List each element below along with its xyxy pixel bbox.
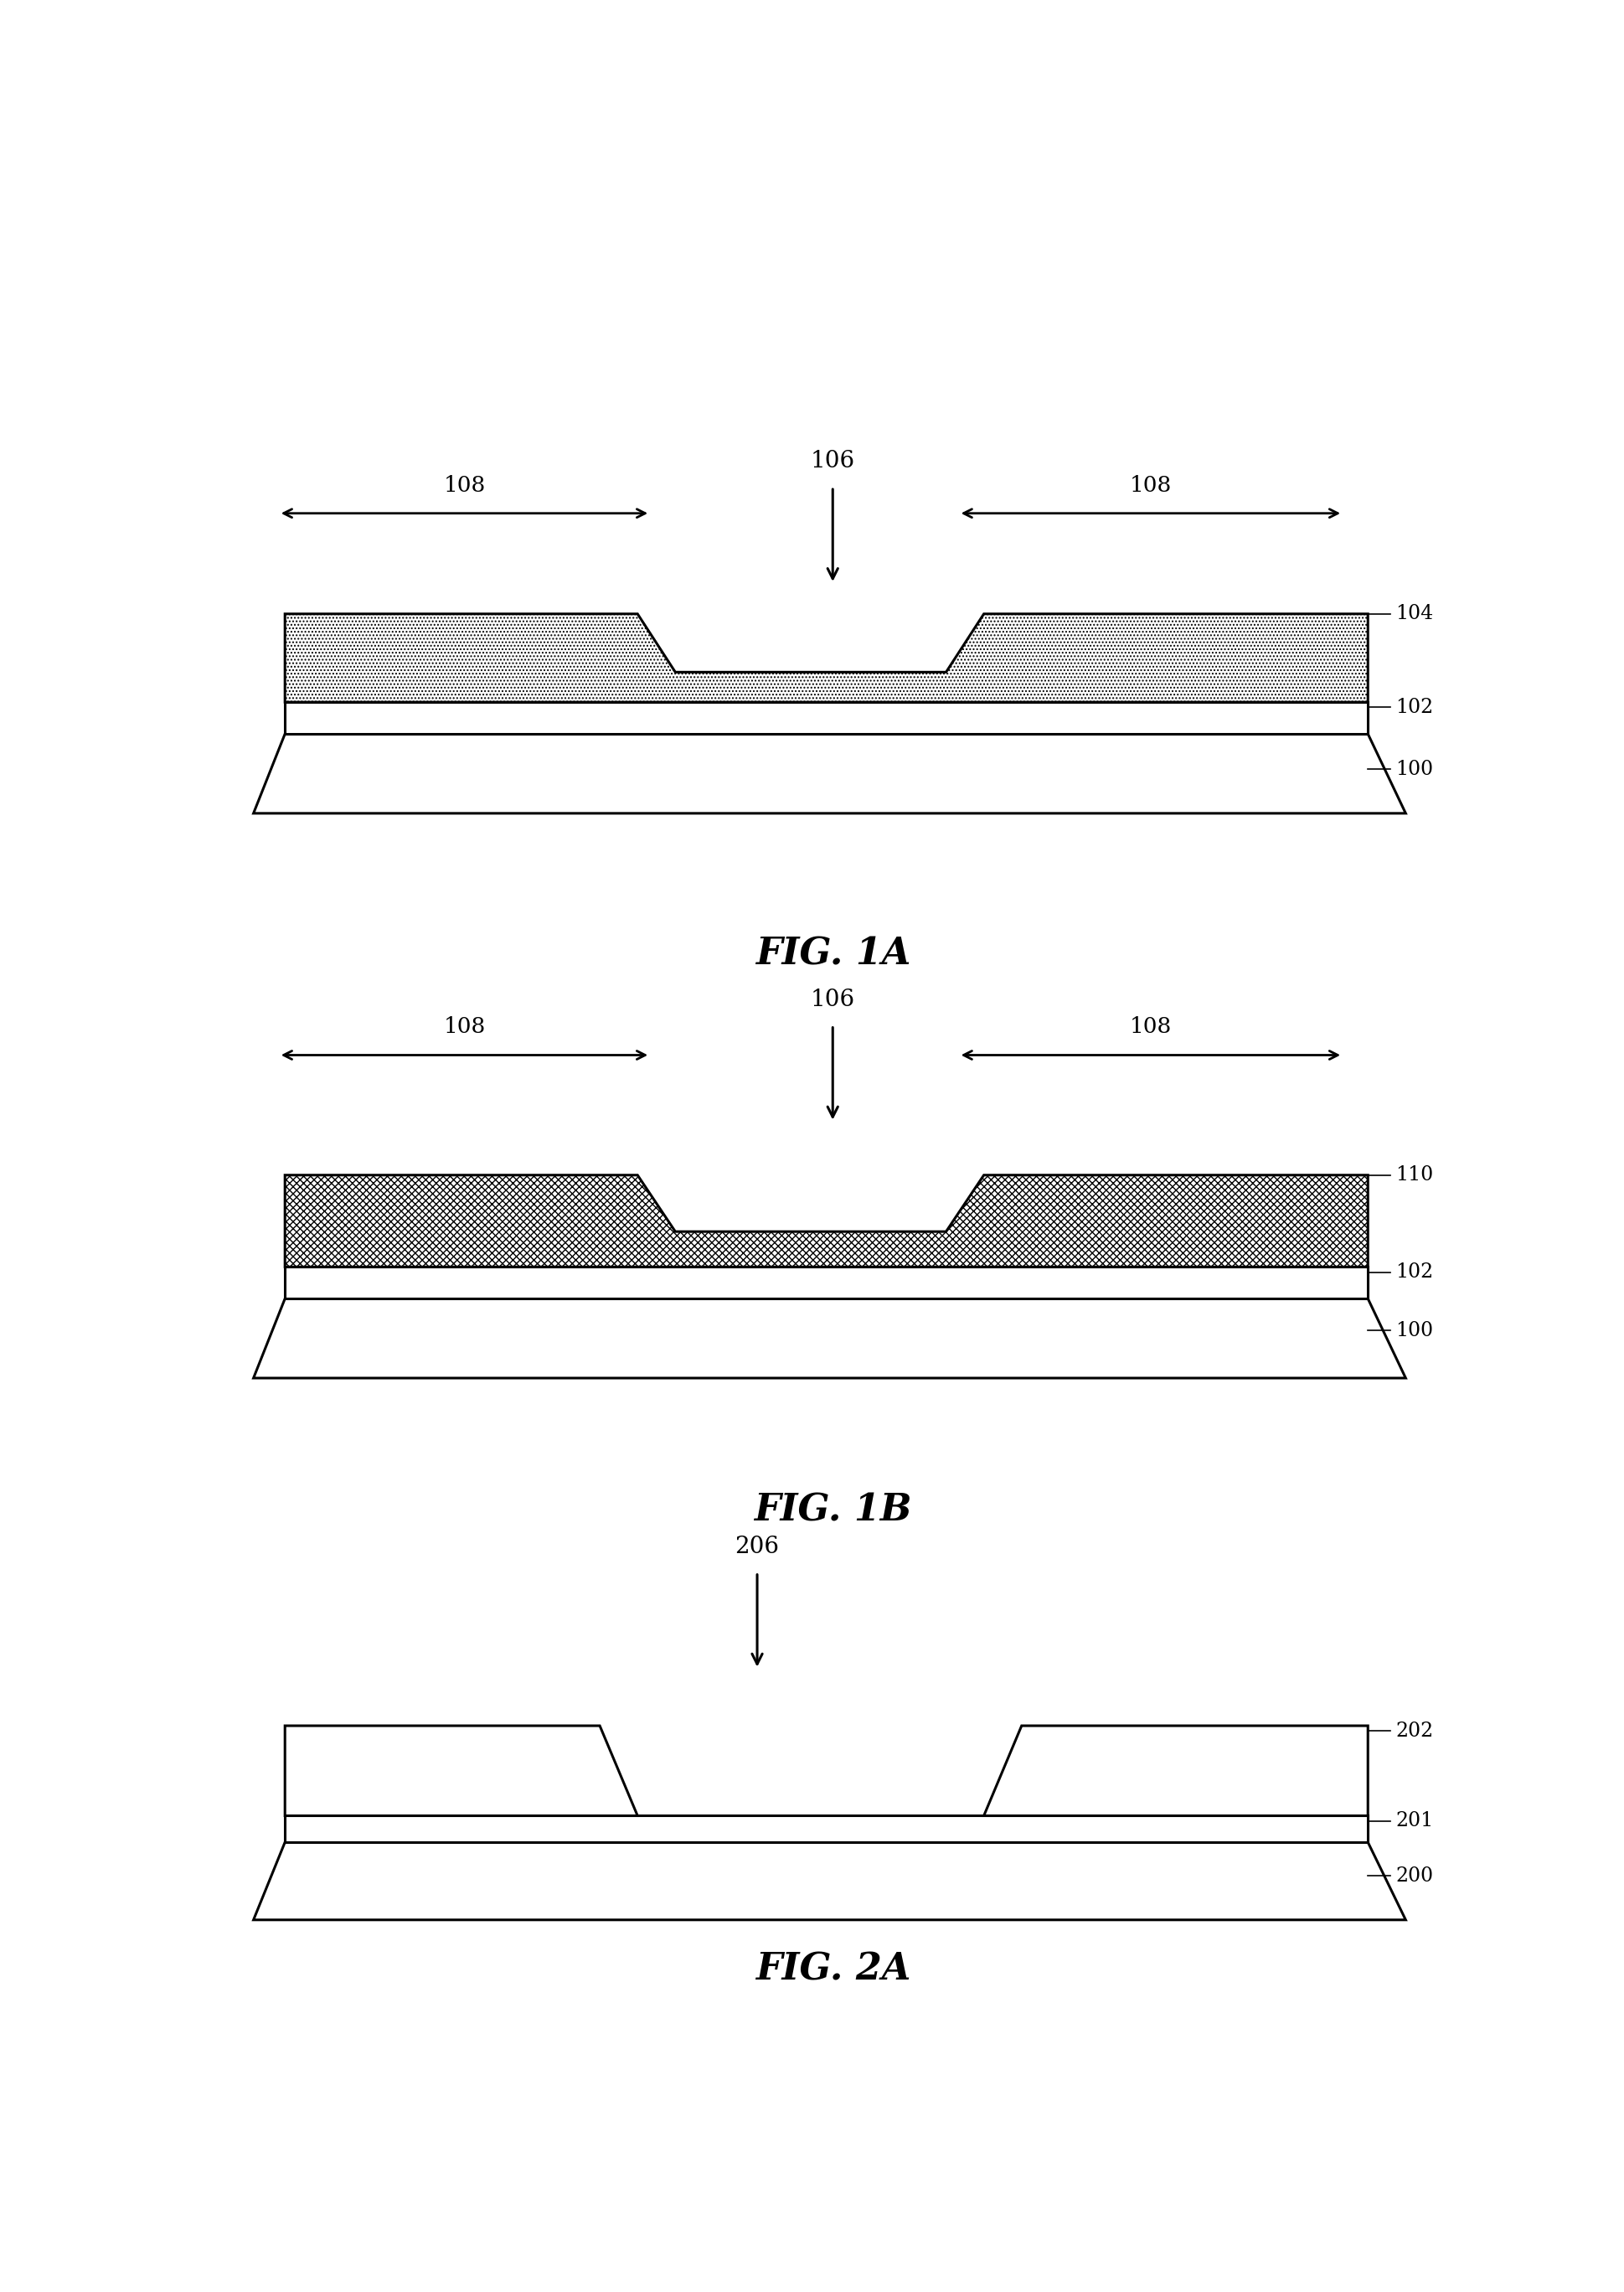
Polygon shape <box>284 1176 1367 1267</box>
Text: 106: 106 <box>810 988 854 1011</box>
Text: 108: 108 <box>443 474 486 495</box>
Text: 202: 202 <box>1395 1721 1432 1740</box>
Polygon shape <box>284 614 1367 701</box>
Text: 100: 100 <box>1395 759 1432 779</box>
Text: 108: 108 <box>1129 474 1171 495</box>
Polygon shape <box>284 1815 1367 1843</box>
Text: FIG. 2A: FIG. 2A <box>755 1950 909 1987</box>
Text: 200: 200 <box>1395 1866 1432 1886</box>
Text: 104: 104 <box>1395 605 1432 623</box>
Polygon shape <box>253 1300 1405 1377</box>
Polygon shape <box>253 733 1405 814</box>
Text: 106: 106 <box>810 449 854 472</box>
Text: 108: 108 <box>443 1018 486 1038</box>
Text: 102: 102 <box>1395 697 1432 717</box>
Text: 110: 110 <box>1395 1164 1432 1185</box>
Text: FIG. 1A: FIG. 1A <box>755 937 909 972</box>
Polygon shape <box>284 1267 1367 1300</box>
Text: 100: 100 <box>1395 1320 1432 1341</box>
Text: 102: 102 <box>1395 1263 1432 1281</box>
Text: 201: 201 <box>1395 1811 1432 1831</box>
Polygon shape <box>284 1726 637 1815</box>
Text: 108: 108 <box>1129 1018 1171 1038</box>
Polygon shape <box>983 1726 1367 1815</box>
Text: FIG. 1B: FIG. 1B <box>754 1492 911 1529</box>
Polygon shape <box>253 1843 1405 1921</box>
Text: 206: 206 <box>734 1536 780 1559</box>
Polygon shape <box>284 701 1367 733</box>
